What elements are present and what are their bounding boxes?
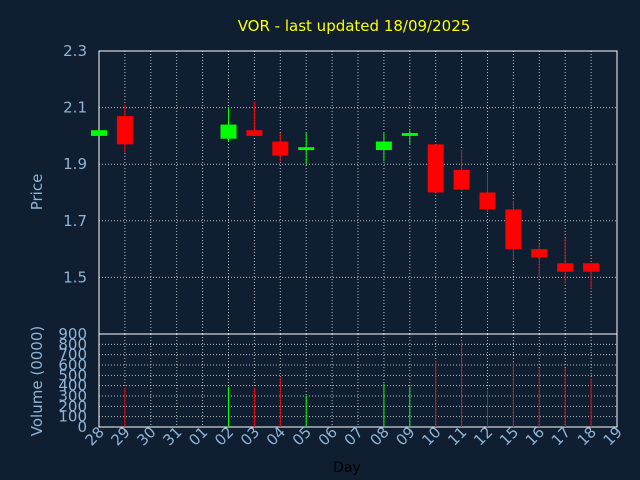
candle-body-up [91,130,107,136]
candle-body-down [479,192,496,210]
candle-body-up [220,124,237,139]
volume-tick-label: 200 [58,397,87,415]
candle-body-down [557,263,574,272]
volume-bars [124,342,592,427]
price-tick-label: 1.9 [63,155,87,173]
chart-title: VOR - last updated 18/09/2025 [238,17,471,35]
candle-body-down [246,130,263,136]
volume-tick-label: 700 [58,346,87,364]
price-tick-label: 1.5 [63,268,87,286]
volume-grid [99,334,617,427]
volume-tick-label: 100 [58,408,87,426]
volume-tick-label: 0 [77,418,87,436]
x-axis-label: Day [333,460,361,476]
candle-body-down [583,263,600,272]
volume-tick-label: 800 [58,335,87,353]
candle-body-up [401,133,418,136]
candle-body-down [272,141,289,156]
volume-tick-label: 400 [58,377,87,395]
price-tick-label: 1.7 [63,212,87,230]
volume-tick-label: 900 [58,325,87,343]
price-y-axis-label: Price [28,174,46,211]
candle-body-down [505,209,522,250]
price-panel: 1.5 1.7 1.9 2.1 2.3 Price [28,42,618,335]
candle-body-up [375,141,392,151]
candle-body-down [453,169,470,190]
candles [91,101,600,289]
price-grid [99,51,617,334]
candle-body-up [298,147,315,151]
volume-tick-label: 500 [58,366,87,384]
volume-tick-label: 300 [58,387,87,405]
volume-tick-label: 600 [58,356,87,374]
candle-body-down [427,144,444,193]
candle-body-down [531,249,548,258]
volume-y-axis-label: Volume (0000) [28,326,46,436]
price-tick-label: 2.3 [63,42,87,60]
price-y-ticks: 1.5 1.7 1.9 2.1 2.3 [63,42,87,286]
candle-body-down [116,116,133,145]
price-tick-label: 2.1 [63,99,87,117]
